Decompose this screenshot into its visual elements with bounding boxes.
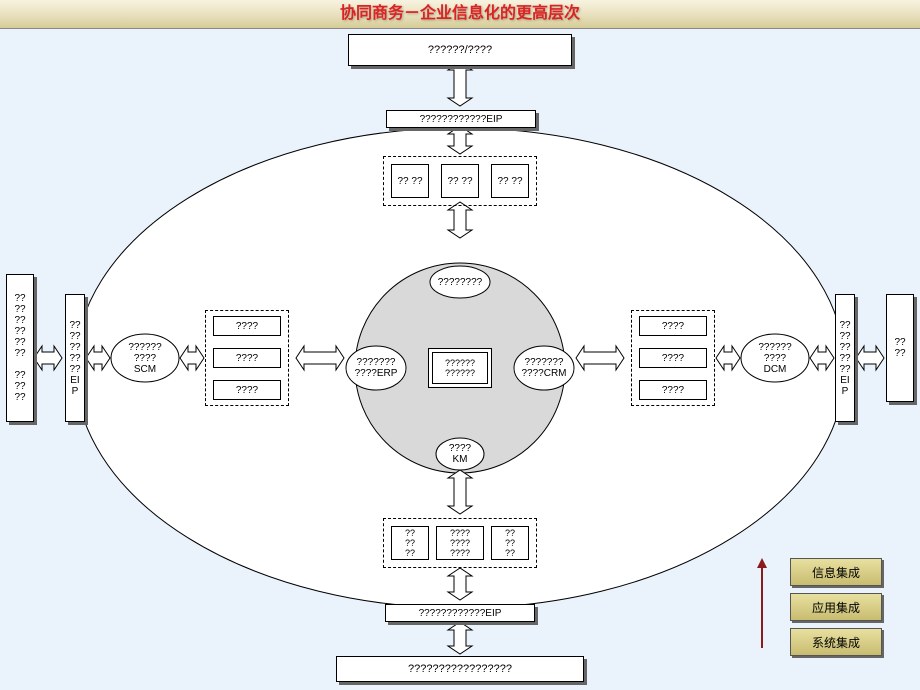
left-item-1: ???? bbox=[213, 316, 281, 336]
top-item-1: ?? ?? bbox=[391, 164, 429, 198]
eip-top-box: ????????????EIP bbox=[386, 110, 536, 128]
left-item-3: ???? bbox=[213, 380, 281, 400]
legend-2: 应用集成 bbox=[790, 593, 882, 621]
right-item-3: ???? bbox=[639, 380, 707, 400]
eip-top-text: ????????????EIP bbox=[420, 114, 503, 125]
top-item-2: ?? ?? bbox=[441, 164, 479, 198]
diagram-stage: ??????/???? ????????????EIP ?? ?? ?? ?? … bbox=[0, 28, 920, 690]
eip-bottom-text: ????????????EIP bbox=[419, 608, 502, 619]
top-item-3: ?? ?? bbox=[491, 164, 529, 198]
km-label: ???? KM bbox=[438, 442, 482, 466]
legend-3: 系统集成 bbox=[790, 628, 882, 656]
left-item-2: ???? bbox=[213, 348, 281, 368]
bottom-item-2: ???? ???? ???? bbox=[436, 526, 484, 560]
right-item-1: ???? bbox=[639, 316, 707, 336]
eip-bottom-box: ????????????EIP bbox=[385, 604, 535, 622]
crm-label: ??????? ????CRM bbox=[516, 354, 572, 382]
bottom-item-1: ?? ?? ?? bbox=[391, 526, 429, 560]
top-small-label: ???????? bbox=[432, 274, 488, 290]
center-box-text: ?????? ?????? bbox=[445, 358, 475, 378]
right-outer-box: ?? ?? bbox=[886, 294, 914, 402]
top-outer-text: ??????/???? bbox=[428, 44, 492, 56]
left-outer-box: ?? ?? ?? ?? ?? ?? ?? ?? ?? bbox=[6, 274, 34, 422]
bottom-item-3: ?? ?? ?? bbox=[491, 526, 529, 560]
right-eip-text: ?? ?? ?? ?? ?? EI P bbox=[839, 320, 850, 397]
right-eip-box: ?? ?? ?? ?? ?? EI P bbox=[835, 294, 855, 422]
left-eip-text: ?? ?? ?? ?? ?? EI P bbox=[69, 320, 80, 397]
scm-label: ?????? ???? SCM bbox=[115, 338, 175, 378]
legend-1: 信息集成 bbox=[790, 558, 882, 586]
center-box: ?????? ?????? bbox=[432, 352, 488, 384]
title-bar: 协同商务－企业信息化的更高层次 bbox=[0, 0, 920, 29]
top-outer-box: ??????/???? bbox=[348, 34, 572, 66]
right-outer-text: ?? ?? bbox=[894, 337, 905, 359]
right-item-2: ???? bbox=[639, 348, 707, 368]
bottom-outer-box: ????????????????? bbox=[336, 656, 584, 682]
left-outer-text: ?? ?? ?? ?? ?? ?? ?? ?? ?? bbox=[14, 293, 25, 403]
left-eip-box: ?? ?? ?? ?? ?? EI P bbox=[65, 294, 85, 422]
title-text: 协同商务－企业信息化的更高层次 bbox=[340, 5, 580, 22]
erp-label: ??????? ????ERP bbox=[348, 354, 404, 382]
dcm-label: ?????? ???? DCM bbox=[745, 338, 805, 378]
bottom-outer-text: ????????????????? bbox=[408, 663, 512, 675]
